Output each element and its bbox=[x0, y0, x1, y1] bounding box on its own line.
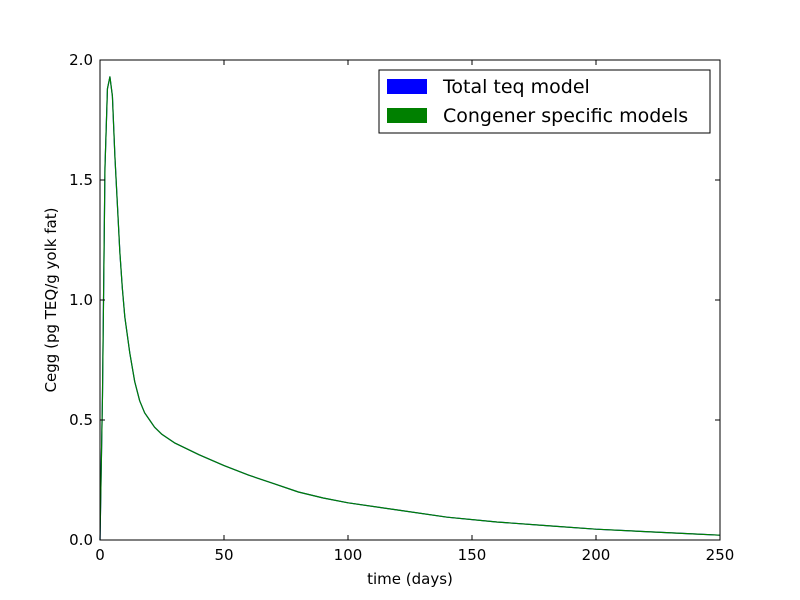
y-tick-label: 0.0 bbox=[69, 531, 93, 549]
y-tick-label: 0.5 bbox=[69, 411, 93, 429]
legend-swatch-total-teq bbox=[387, 79, 427, 94]
y-tick-label: 1.0 bbox=[69, 291, 93, 309]
x-tick-label: 200 bbox=[582, 546, 611, 564]
series-line-0 bbox=[99, 76, 721, 541]
x-axis-label: time (days) bbox=[367, 570, 453, 588]
series-layer bbox=[99, 76, 721, 541]
legend-swatch-congener bbox=[387, 108, 427, 123]
legend-label-total-teq: Total teq model bbox=[442, 76, 590, 98]
legend-box bbox=[378, 69, 711, 134]
y-axis-label: Cegg (pg TEQ/g yolk fat) bbox=[42, 208, 60, 393]
legend-label-congener: Congener specific models bbox=[443, 105, 688, 127]
x-tick-label: 100 bbox=[334, 546, 363, 564]
y-tick-label: 1.5 bbox=[69, 171, 93, 189]
x-tick-label: 0 bbox=[95, 546, 105, 564]
x-tick-label: 250 bbox=[706, 546, 735, 564]
series-line-1 bbox=[99, 76, 721, 541]
ticks-layer: 0 50 100 150 200 250 0.0 0.5 1.0 1.5 2.0 bbox=[69, 51, 734, 564]
x-tick-label: 150 bbox=[458, 546, 487, 564]
x-tick-label: 50 bbox=[214, 546, 233, 564]
y-tick-label: 2.0 bbox=[69, 51, 93, 69]
legend: Total teq model Congener specific models bbox=[378, 69, 711, 134]
